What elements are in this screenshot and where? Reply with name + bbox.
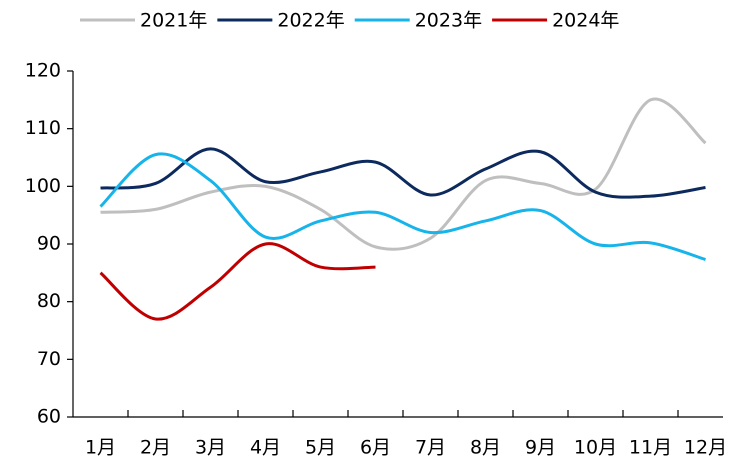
y-tick-label: 110 [25,117,61,139]
y-tick-label: 70 [37,348,61,370]
x-tick-label: 8月 [470,437,501,459]
x-tick-label: 12月 [684,437,727,459]
y-tick-label: 60 [37,406,61,428]
series-line [100,97,707,251]
x-tick-label: 1月 [85,437,116,459]
x-tick-label: 7月 [415,437,446,459]
series-line [99,242,376,321]
x-tick-label: 6月 [360,437,391,459]
legend-label: 2024年 [552,10,619,32]
legend-label: 2023年 [415,10,482,32]
x-tick-label: 10月 [574,437,617,459]
x-tick-label: 2月 [140,437,171,459]
x-tick-label: 4月 [250,437,281,459]
y-tick-label: 90 [37,233,61,255]
y-tick-label: 80 [37,290,61,312]
legend-label: 2021年 [140,10,207,32]
x-tick-label: 11月 [629,437,672,459]
y-tick-label: 100 [25,175,61,197]
x-tick-label: 5月 [305,437,336,459]
series-line [99,152,706,262]
series-line [100,147,706,199]
y-tick-label: 120 [25,60,61,82]
x-tick-label: 9月 [525,437,556,459]
legend-label: 2022年 [277,10,344,32]
x-tick-label: 3月 [195,437,226,459]
